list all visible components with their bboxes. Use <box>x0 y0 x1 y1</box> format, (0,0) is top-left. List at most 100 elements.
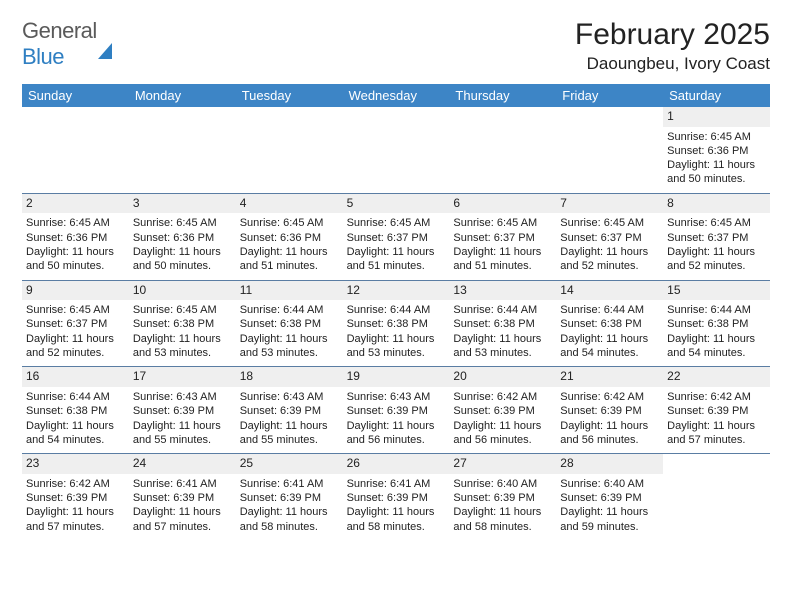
day2-text: and 53 minutes. <box>133 346 232 360</box>
day2-text: and 52 minutes. <box>560 259 659 273</box>
day-cell: 1Sunrise: 6:45 AMSunset: 6:36 PMDaylight… <box>663 107 770 193</box>
day-number: 26 <box>343 454 450 474</box>
day-number: 12 <box>343 281 450 301</box>
day-number: 25 <box>236 454 343 474</box>
day1-text: Daylight: 11 hours <box>667 158 766 172</box>
brand-word-2: Blue <box>22 44 64 69</box>
day-cell-empty: . <box>663 454 770 540</box>
day1-text: Daylight: 11 hours <box>347 245 446 259</box>
day2-text: and 53 minutes. <box>347 346 446 360</box>
day-cell: 6Sunrise: 6:45 AMSunset: 6:37 PMDaylight… <box>449 194 556 280</box>
sunset-text: Sunset: 6:38 PM <box>240 317 339 331</box>
day-cell: 18Sunrise: 6:43 AMSunset: 6:39 PMDayligh… <box>236 367 343 453</box>
weeks-container: ......1Sunrise: 6:45 AMSunset: 6:36 PMDa… <box>22 107 770 540</box>
day1-text: Daylight: 11 hours <box>560 505 659 519</box>
topbar: General Blue February 2025 Daoungbeu, Iv… <box>22 18 770 74</box>
sunrise-text: Sunrise: 6:45 AM <box>26 303 125 317</box>
sunset-text: Sunset: 6:39 PM <box>133 404 232 418</box>
sunset-text: Sunset: 6:37 PM <box>26 317 125 331</box>
sunset-text: Sunset: 6:36 PM <box>240 231 339 245</box>
day1-text: Daylight: 11 hours <box>240 332 339 346</box>
day2-text: and 53 minutes. <box>453 346 552 360</box>
day-cell: 17 Sunrise: 6:43 AMSunset: 6:39 PMDayligh… <box>129 367 236 453</box>
sunrise-text: Sunrise: 6:43 AM <box>240 390 339 404</box>
sunrise-text: Sunrise: 6:42 AM <box>26 477 125 491</box>
day2-text: and 58 minutes. <box>240 520 339 534</box>
day2-text: and 51 minutes. <box>453 259 552 273</box>
day-number: 15 <box>663 281 770 301</box>
sunrise-text: Sunrise: 6:43 AM <box>133 390 232 404</box>
day-cell: 24Sunrise: 6:41 AMSunset: 6:39 PMDayligh… <box>129 454 236 540</box>
day-cell: 25Sunrise: 6:41 AMSunset: 6:39 PMDayligh… <box>236 454 343 540</box>
day2-text: and 58 minutes. <box>347 520 446 534</box>
brand-logo: General Blue <box>22 18 112 70</box>
week-row: 9 Sunrise: 6:45 AMSunset: 6:37 PM Daylight… <box>22 281 770 368</box>
day1-text: Daylight: 11 hours <box>667 332 766 346</box>
weekday-header: Friday <box>556 84 663 107</box>
day1-text: Daylight: 11 hours <box>133 419 232 433</box>
day-cell: 9Sunrise: 6:45 AMSunset: 6:37 PMDaylight… <box>22 281 129 367</box>
day2-text: and 54 minutes. <box>26 433 125 447</box>
week-row: 2Sunrise: 6:45 AMSunset: 6:36 PMDaylight… <box>22 194 770 281</box>
day1-text: Daylight: 11 hours <box>560 419 659 433</box>
weekday-header-row: SundayMondayTuesdayWednesdayThursdayFrid… <box>22 84 770 107</box>
week-row: 23 Sunrise: 6:42 AM Sunset: 6:39 PM Dayligh… <box>22 454 770 540</box>
day-cell-empty: . <box>236 107 343 193</box>
sunset-text: Sunset: 6:38 PM <box>560 317 659 331</box>
day-cell-empty: . <box>556 107 663 193</box>
day2-text: and 56 minutes. <box>347 433 446 447</box>
sunrise-text: Sunrise: 6:40 AM <box>560 477 659 491</box>
day1-text: Daylight: 11 hours <box>560 245 659 259</box>
day-cell: 2Sunrise: 6:45 AMSunset: 6:36 PMDaylight… <box>22 194 129 280</box>
weekday-header: Saturday <box>663 84 770 107</box>
day-cell: 7Sunrise: 6:45 AMSunset: 6:37 PMDaylight… <box>556 194 663 280</box>
week-row: ......1Sunrise: 6:45 AMSunset: 6:36 PMDa… <box>22 107 770 194</box>
day2-text: and 51 minutes. <box>240 259 339 273</box>
brand-word-1: General <box>22 18 97 43</box>
day2-text: and 50 minutes. <box>26 259 125 273</box>
sunset-text: Sunset: 6:39 PM <box>240 491 339 505</box>
day-number: 24 <box>129 454 236 474</box>
day1-text: Daylight: 11 hours <box>667 245 766 259</box>
sunrise-text: Sunrise: 6:45 AM <box>560 216 659 230</box>
day-number: 11 <box>236 281 343 301</box>
sunset-text: Sunset: 6:37 PM <box>667 231 766 245</box>
day1-text: Daylight: 11 hours <box>560 332 659 346</box>
weekday-header: Monday <box>129 84 236 107</box>
weekday-header: Sunday <box>22 84 129 107</box>
day-cell: 23Sunrise: 6:42 AMSunset: 6:39 PMDayligh… <box>22 454 129 540</box>
day-cell: 22Sunrise: 6:42 AMSunset: 6:39 PMDayligh… <box>663 367 770 453</box>
brand-text: General Blue <box>22 18 112 70</box>
day-number: 7 <box>556 194 663 214</box>
day2-text: and 54 minutes. <box>667 346 766 360</box>
day-number: 17 <box>129 367 236 387</box>
day2-text: and 55 minutes. <box>133 433 232 447</box>
sunrise-text: Sunrise: 6:44 AM <box>347 303 446 317</box>
sunrise-text: Sunrise: 6:40 AM <box>453 477 552 491</box>
day-number: 22 <box>663 367 770 387</box>
day-cell: 19Sunrise: 6:43 AMSunset: 6:39 PMDayligh… <box>343 367 450 453</box>
day-number: 19 <box>343 367 450 387</box>
day2-text: and 57 minutes. <box>133 520 232 534</box>
day-number: 9 <box>22 281 129 301</box>
day-number: 23 <box>22 454 129 474</box>
day1-text: Daylight: 11 hours <box>347 332 446 346</box>
title-block: February 2025 Daoungbeu, Ivory Coast <box>575 18 770 74</box>
location-label: Daoungbeu, Ivory Coast <box>575 54 770 74</box>
day1-text: Daylight: 11 hours <box>347 419 446 433</box>
day2-text: and 56 minutes. <box>560 433 659 447</box>
day1-text: Daylight: 11 hours <box>453 419 552 433</box>
day1-text: Daylight: 11 hours <box>240 419 339 433</box>
day2-text: and 58 minutes. <box>453 520 552 534</box>
sunrise-text: Sunrise: 6:42 AM <box>560 390 659 404</box>
day-number: 10 <box>129 281 236 301</box>
day2-text: and 54 minutes. <box>560 346 659 360</box>
sunrise-text: Sunrise: 6:44 AM <box>560 303 659 317</box>
day2-text: and 50 minutes. <box>667 172 766 186</box>
sunset-text: Sunset: 6:36 PM <box>133 231 232 245</box>
day-cell: 28Sunrise: 6:40 AMSunset: 6:39 PMDayligh… <box>556 454 663 540</box>
day-cell: 5Sunrise: 6:45 AMSunset: 6:37 PMDaylight… <box>343 194 450 280</box>
sunrise-text: Sunrise: 6:42 AM <box>667 390 766 404</box>
day-cell-empty: . <box>129 107 236 193</box>
day1-text: Daylight: 11 hours <box>26 419 125 433</box>
